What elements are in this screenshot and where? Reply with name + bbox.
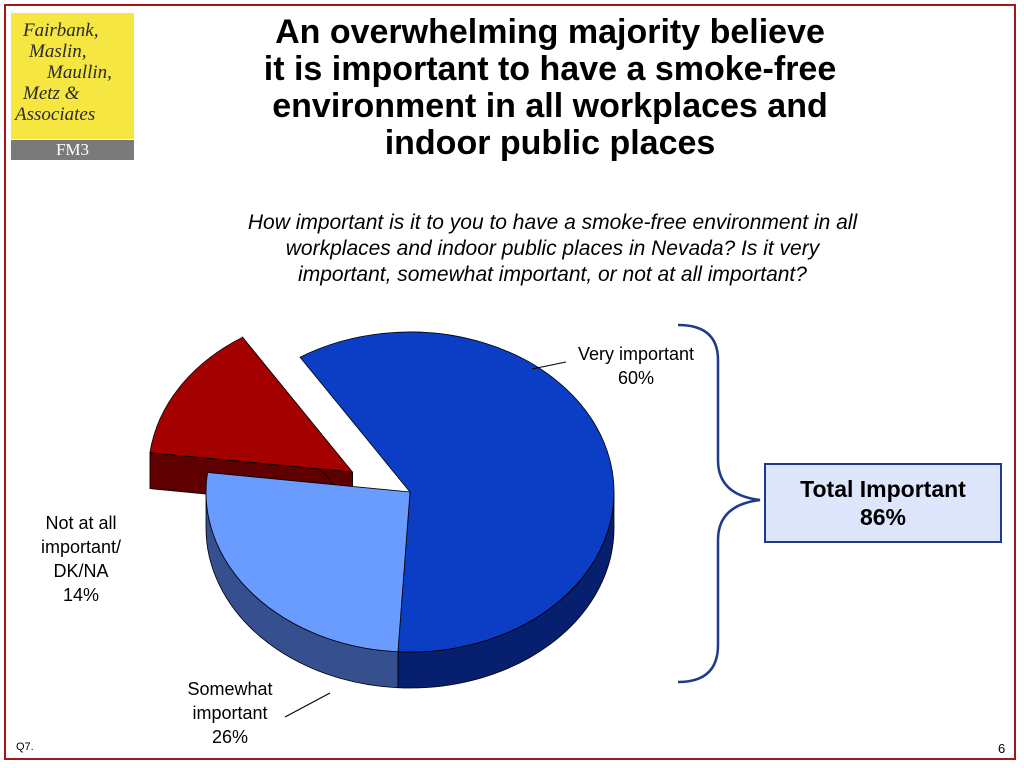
leader-line-somewhat-important (284, 692, 331, 718)
footnote: Q7. (16, 741, 34, 753)
logo-yellow-box: Fairbank, Maslin, Maullin, Metz & Associ… (11, 13, 134, 139)
total-important-box: Total Important 86% (764, 463, 1002, 543)
logo-line-4: Metz & (23, 83, 80, 104)
company-logo: Fairbank, Maslin, Maullin, Metz & Associ… (11, 13, 134, 160)
slice-label-not-important: Not at all important/ DK/NA 14% (22, 511, 140, 607)
grouping-brace (677, 323, 761, 684)
title-line-4: indoor public places (384, 124, 716, 162)
survey-question: How important is it to you to have a smo… (160, 210, 945, 288)
page-number: 6 (998, 741, 1006, 756)
pie-slice-very-important (299, 331, 615, 653)
question-line-3: important, somewhat important, or not at… (298, 263, 807, 286)
total-important-label: Total Important (800, 476, 966, 502)
total-important-value: 86% (859, 504, 907, 530)
logo-line-5: Associates (15, 104, 96, 125)
slice-label-very-important: Very important 60% (562, 342, 710, 390)
slice-label-somewhat-important-name-2: important (192, 703, 268, 723)
leader-line-very-important (531, 361, 567, 370)
slide-frame (4, 4, 1016, 760)
logo-line-2: Maslin, (29, 41, 87, 62)
title-line-1: An overwhelming majority believe (275, 13, 825, 51)
slice-label-somewhat-important: Somewhat important 26% (164, 677, 296, 749)
slice-label-very-important-name: Very important (577, 344, 695, 364)
title-line-3: environment in all workplaces and (272, 87, 828, 125)
slice-label-very-important-value: 60% (617, 368, 655, 388)
pie-slice-somewhat-important (205, 472, 411, 653)
slice-label-somewhat-important-value: 26% (211, 727, 249, 747)
question-line-1: How important is it to you to have a smo… (247, 211, 858, 234)
logo-bar: FM3 (11, 140, 134, 160)
question-line-2: workplaces and indoor public places in N… (285, 237, 820, 260)
slice-label-not-important-value: 14% (62, 585, 100, 605)
title-line-2: it is important to have a smoke-free (263, 50, 837, 88)
pie-slice-not-important (149, 336, 354, 473)
slice-label-not-important-name-1: Not at all (45, 513, 117, 533)
slide-title: An overwhelming majority believe it is i… (150, 14, 950, 162)
slice-label-not-important-name-2: important/ (40, 537, 122, 557)
logo-line-3: Maullin, (47, 62, 112, 83)
slice-label-somewhat-important-name-1: Somewhat (187, 679, 273, 699)
slice-label-not-important-name-3: DK/NA (53, 561, 109, 581)
logo-line-1: Fairbank, (23, 20, 99, 41)
